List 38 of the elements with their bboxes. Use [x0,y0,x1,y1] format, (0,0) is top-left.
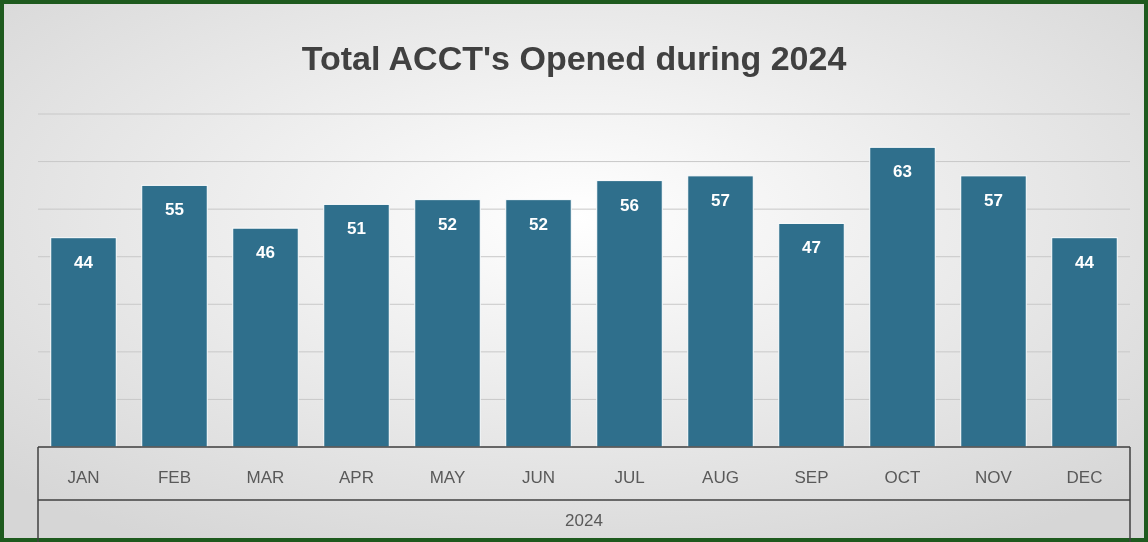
data-label: 52 [438,214,457,234]
bar [323,203,390,448]
x-tick-label: NOV [975,468,1013,487]
bar [778,222,845,448]
bar [414,199,481,448]
data-label: 55 [165,200,184,220]
data-label: 57 [711,190,730,210]
x-tick-label: DEC [1066,468,1103,487]
bar [141,184,208,448]
data-label: 52 [529,214,548,234]
data-label: 44 [1075,252,1095,272]
bar [50,237,117,448]
chart-title: Total ACCT's Opened during 2024 [301,39,847,77]
x-axis-title: 2024 [565,511,603,530]
x-tick-label: SEP [794,468,829,487]
bar [596,180,663,448]
data-label: 47 [802,238,821,258]
data-label: 46 [256,243,275,263]
data-label: 63 [893,162,912,182]
x-tick-label: MAR [246,468,285,487]
data-label: 57 [984,190,1003,210]
x-tick-label: FEB [157,468,192,487]
bar [505,199,572,448]
x-tick-label: OCT [884,468,921,487]
x-tick-label: MAY [429,468,466,487]
x-tick-label: JUN [521,468,556,487]
x-tick-label: APR [339,468,374,487]
data-label: 44 [74,252,94,272]
bar [1051,237,1118,448]
x-tick-label: JAN [67,468,100,487]
bar [232,227,299,448]
data-label: 51 [347,219,366,239]
x-tick-label: JUL [614,468,645,487]
data-label: 56 [620,195,639,215]
bar [869,146,936,448]
bar [960,175,1027,448]
x-tick-label: AUG [702,468,739,487]
bar [687,175,754,448]
